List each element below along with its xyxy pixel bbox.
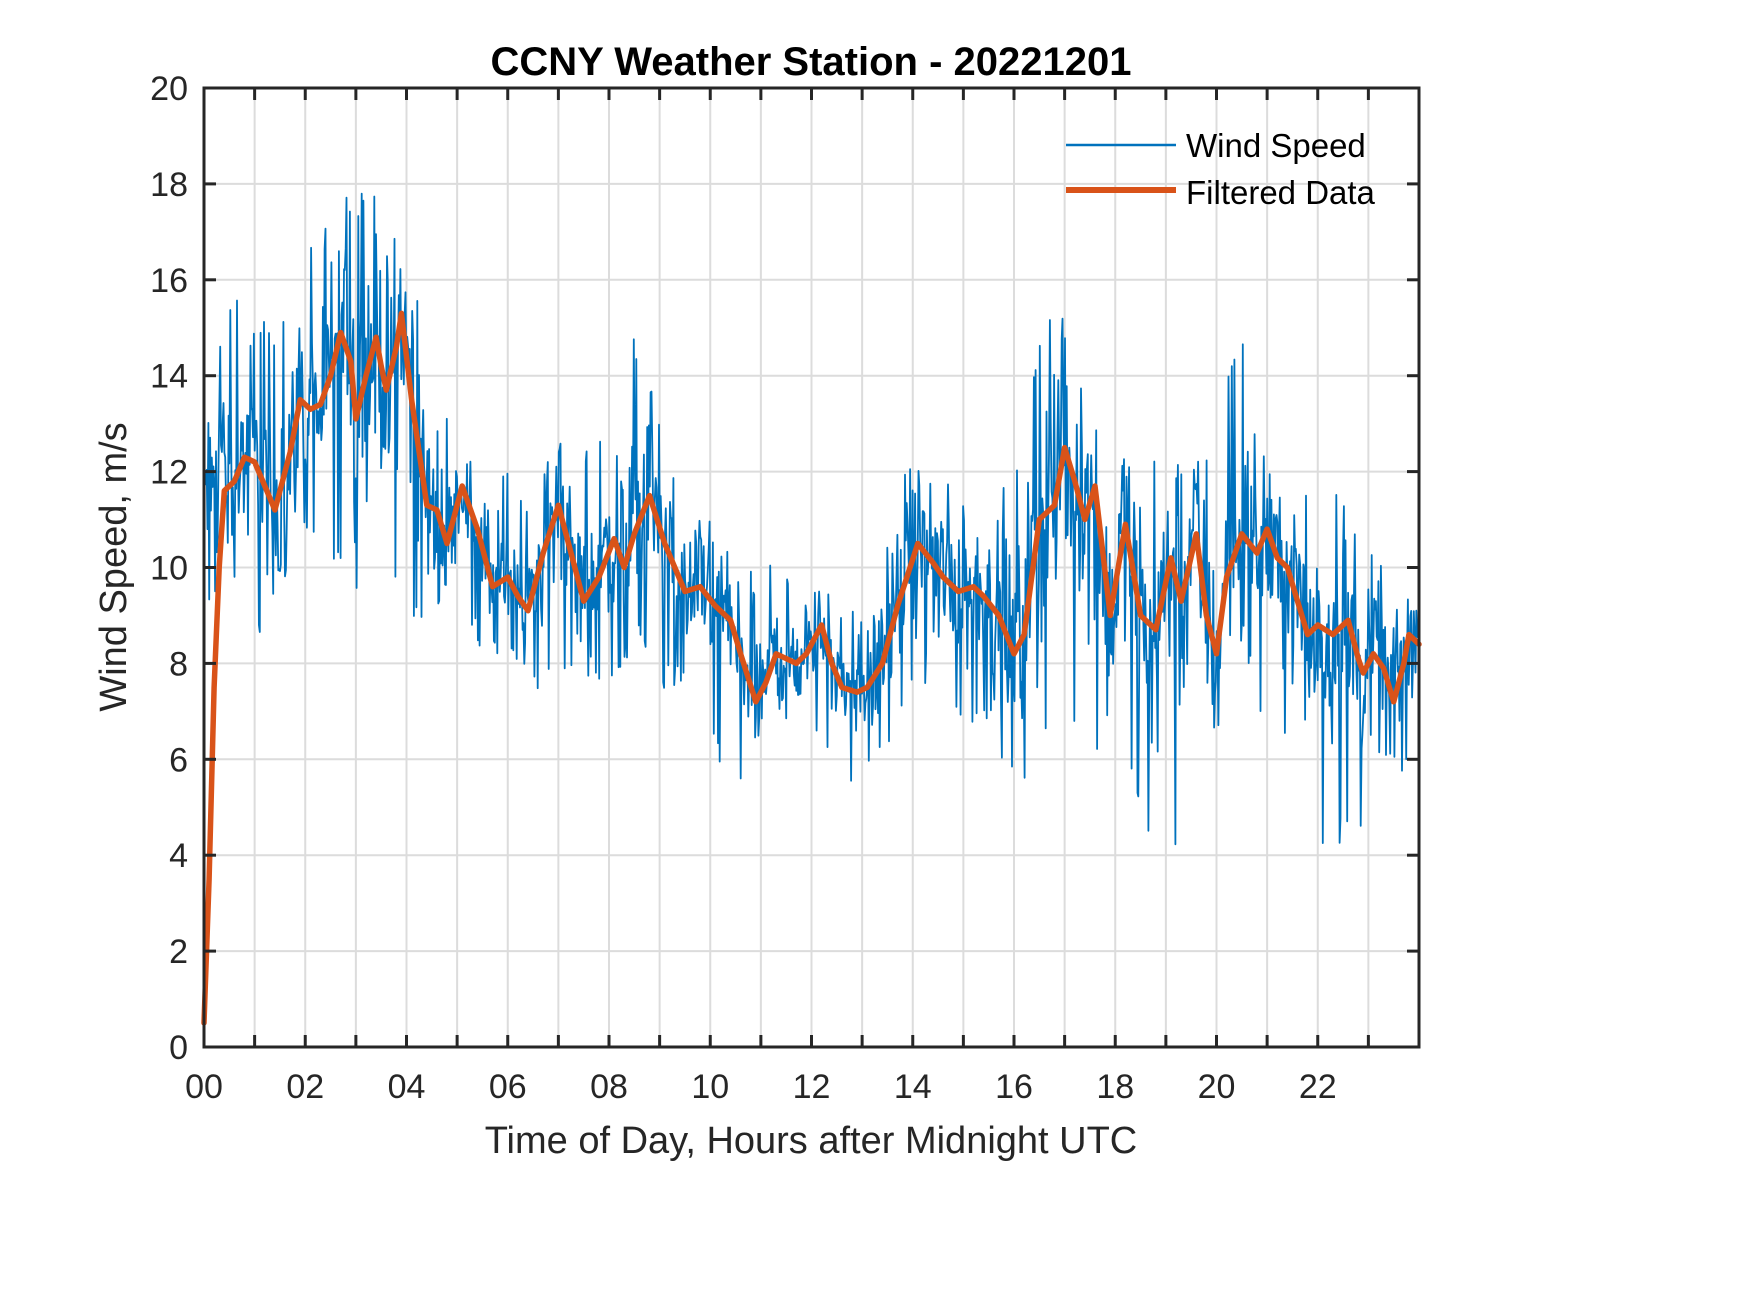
y-tick-label: 4 (169, 837, 188, 875)
x-tick-label: 20 (1198, 1068, 1236, 1106)
x-tick-label: 02 (286, 1068, 324, 1106)
y-tick-label: 18 (150, 166, 188, 204)
filtered-data-series (201, 310, 1422, 1026)
legend: Wind Speed Filtered Data (1066, 127, 1376, 211)
x-tick-label: 18 (1096, 1068, 1134, 1106)
x-tick-label: 04 (388, 1068, 426, 1106)
y-tick-label: 20 (150, 70, 188, 108)
y-axis-title: Wind Speed, m/s (93, 422, 135, 711)
y-tick-labels: 0 2 4 6 8 10 12 14 16 18 20 (150, 70, 188, 1067)
chart-title: CCNY Weather Station - 20221201 (491, 40, 1132, 84)
y-tick-label: 14 (150, 358, 188, 396)
x-tick-label: 22 (1299, 1068, 1337, 1106)
y-tick-label: 8 (169, 645, 188, 683)
x-tick-label: 16 (995, 1068, 1033, 1106)
legend-wind-speed-label: Wind Speed (1186, 127, 1366, 164)
x-tick-label: 06 (489, 1068, 527, 1106)
x-tick-label: 08 (590, 1068, 628, 1106)
x-tick-label: 12 (793, 1068, 831, 1106)
y-tick-label: 12 (150, 454, 188, 492)
y-tick-label: 0 (169, 1029, 188, 1067)
x-axis-title: Time of Day, Hours after Midnight UTC (485, 1120, 1138, 1162)
axis-ticks (202, 86, 1419, 1049)
filtered-data-line (201, 310, 1422, 1026)
y-tick-label: 2 (169, 933, 188, 971)
y-tick-label: 10 (150, 550, 188, 588)
x-tick-label: 14 (894, 1068, 932, 1106)
x-tick-label: 10 (691, 1068, 729, 1106)
legend-filtered-data-label: Filtered Data (1186, 174, 1376, 211)
y-tick-label: 6 (169, 741, 188, 779)
x-tick-labels: 00 02 04 06 08 10 12 14 16 18 20 22 (185, 1068, 1337, 1106)
y-tick-label: 16 (150, 262, 188, 300)
x-tick-label: 00 (185, 1068, 223, 1106)
